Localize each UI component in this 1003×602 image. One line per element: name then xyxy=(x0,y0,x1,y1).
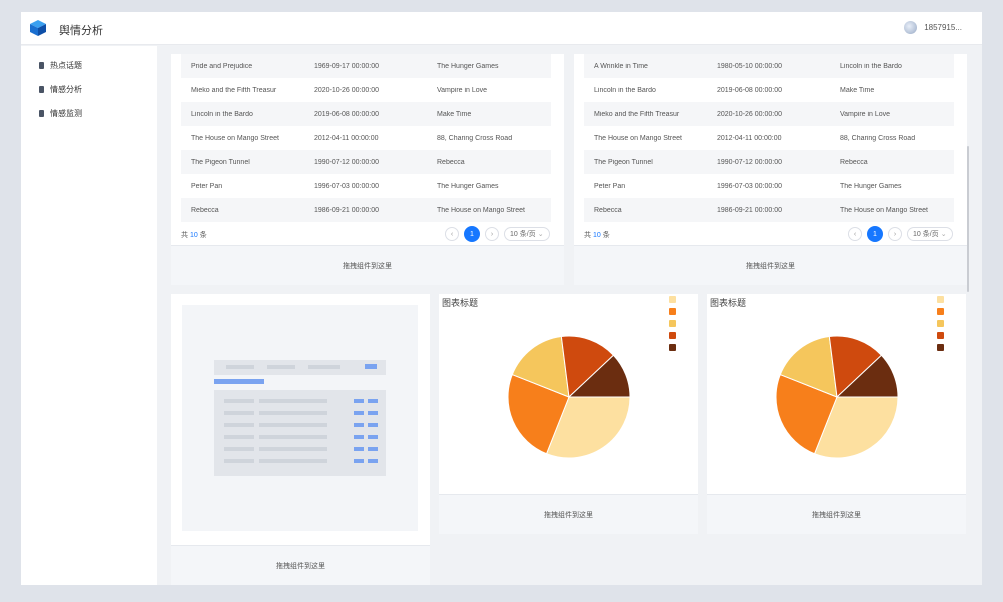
chevron-down-icon: ⌄ xyxy=(940,231,947,238)
data-table: A Wrinkle in Time 1980-05-10 00:00:00 Linc… xyxy=(584,54,954,222)
document-icon xyxy=(39,62,44,69)
pie-slice-0[interactable] xyxy=(813,396,899,459)
legend-swatch[interactable] xyxy=(669,308,676,315)
app-title: 舆情分析 xyxy=(59,25,103,37)
sidebar: 热点话题 情感分析 情感监测 xyxy=(21,46,157,585)
table-row[interactable]: The House on Mango Street 2012-04-11 00:0… xyxy=(594,134,916,142)
next-page-button[interactable]: › xyxy=(888,227,902,241)
page-size-select[interactable]: 10 条/页 ⌄ xyxy=(504,227,550,241)
total-count: 共 10 条 xyxy=(181,232,207,239)
legend-swatch[interactable] xyxy=(937,296,944,303)
drop-zone[interactable]: 拖拽组件到这里 xyxy=(574,245,967,285)
table-row[interactable]: Mieko and the Fifth Treasur 2020-10-26 00… xyxy=(191,86,488,94)
table-row[interactable]: The Pigeon Tunnel 1990-07-12 00:00:00 Rebe… xyxy=(181,150,551,174)
legend-swatch[interactable] xyxy=(937,320,944,327)
legend-swatch[interactable] xyxy=(669,344,676,351)
chevron-right-icon: › xyxy=(893,230,897,238)
table-row[interactable]: Pride and Prejudice 1969-09-17 00:00:00 Th… xyxy=(181,54,551,78)
table-placeholder-icon xyxy=(214,360,386,476)
table-row[interactable]: Lincoln in the Bardo 2019-06-08 00:00:00 M… xyxy=(181,102,551,126)
sidebar-item-label: 情感监测 xyxy=(50,109,82,118)
sidebar-item-sentiment-monitoring[interactable]: 情感监测 xyxy=(39,108,82,119)
chart-title: 图表标题 xyxy=(442,298,479,308)
data-table: Pride and Prejudice 1969-09-17 00:00:00 Th… xyxy=(181,54,551,222)
avatar[interactable] xyxy=(904,21,918,34)
page-size-select[interactable]: 10 条/页 ⌄ xyxy=(907,227,953,241)
chevron-left-icon: ‹ xyxy=(853,230,857,238)
table-row[interactable]: Lincoln in the Bardo 2019-06-08 00:00:00 M… xyxy=(594,86,875,94)
table-row[interactable]: A Wrinkle in Time 1980-05-10 00:00:00 Linc… xyxy=(584,54,954,78)
drop-zone[interactable]: 拖拽组件到这里 xyxy=(707,494,966,534)
table-card-1: Pride and Prejudice 1969-09-17 00:00:00 Th… xyxy=(171,54,564,285)
pagination: ‹ 1 › 10 条/页 ⌄ xyxy=(445,226,550,242)
sidebar-item-hot-topics[interactable]: 热点话题 xyxy=(39,60,82,71)
table-row[interactable]: The Pigeon Tunnel 1990-07-12 00:00:00 Rebe… xyxy=(584,150,954,174)
table-row[interactable]: Mieko and the Fifth Treasur 2020-10-26 00… xyxy=(584,102,954,126)
page-1-button[interactable]: 1 xyxy=(464,226,480,242)
prev-page-button[interactable]: ‹ xyxy=(445,227,459,241)
legend-swatch[interactable] xyxy=(669,296,676,303)
chart-title: 图表标题 xyxy=(710,298,747,308)
placeholder-card: 拖拽组件到这里 xyxy=(171,294,430,585)
pie-chart[interactable] xyxy=(439,294,698,494)
pie-slice-4[interactable] xyxy=(567,354,631,398)
user-name: 1857915... xyxy=(924,23,962,32)
chart-legend[interactable] xyxy=(669,296,676,356)
chevron-left-icon: ‹ xyxy=(450,230,454,238)
pie-chart-card-1: 图表标题 拖拽组件到这里 xyxy=(439,294,698,534)
sidebar-item-label: 情感分析 xyxy=(50,85,82,94)
app-window: 舆情分析 1857915... 热点话题 情感分析 情感监测 Pride and… xyxy=(21,12,982,585)
chart-legend[interactable] xyxy=(937,296,944,356)
pie-slice-2[interactable] xyxy=(779,335,838,398)
pie-slice-3[interactable] xyxy=(560,335,615,399)
app-logo-icon[interactable] xyxy=(29,19,47,37)
pie-slice-1[interactable] xyxy=(507,373,570,455)
sidebar-item-label: 热点话题 xyxy=(50,61,82,70)
pie-slice-4[interactable] xyxy=(835,354,899,398)
legend-swatch[interactable] xyxy=(937,332,944,339)
pagination: ‹ 1 › 10 条/页 ⌄ xyxy=(848,226,953,242)
drop-zone[interactable]: 拖拽组件到这里 xyxy=(171,545,430,585)
pie-slice-0[interactable] xyxy=(545,396,631,459)
user-menu[interactable]: 1857915... xyxy=(904,21,962,34)
top-bar: 舆情分析 1857915... xyxy=(21,12,982,45)
chevron-down-icon: ⌄ xyxy=(537,231,544,238)
table-card-2: A Wrinkle in Time 1980-05-10 00:00:00 Linc… xyxy=(574,54,967,285)
next-page-button[interactable]: › xyxy=(485,227,499,241)
table-row[interactable]: The House on Mango Street 2012-04-11 00:0… xyxy=(191,134,513,142)
pie-slice-3[interactable] xyxy=(828,335,883,399)
document-icon xyxy=(39,86,44,93)
pie-chart[interactable] xyxy=(707,294,966,494)
document-icon xyxy=(39,110,44,117)
pie-slice-2[interactable] xyxy=(511,335,570,398)
scrollbar[interactable] xyxy=(967,146,969,292)
page-1-button[interactable]: 1 xyxy=(867,226,883,242)
pie-chart-card-2: 图表标题 拖拽组件到这里 xyxy=(707,294,966,534)
table-row[interactable]: Rebecca 1986-09-21 00:00:00 The House on M… xyxy=(181,198,551,222)
total-count: 共 10 条 xyxy=(584,232,610,239)
legend-swatch[interactable] xyxy=(669,320,676,327)
legend-swatch[interactable] xyxy=(937,344,944,351)
legend-swatch[interactable] xyxy=(937,308,944,315)
prev-page-button[interactable]: ‹ xyxy=(848,227,862,241)
table-placeholder-illustration xyxy=(182,305,418,531)
table-row[interactable]: Peter Pan 1996-07-03 00:00:00 The Hunger G… xyxy=(191,182,499,190)
table-row[interactable]: Peter Pan 1996-07-03 00:00:00 The Hunger G… xyxy=(594,182,902,190)
chevron-right-icon: › xyxy=(490,230,494,238)
drop-zone[interactable]: 拖拽组件到这里 xyxy=(171,245,564,285)
legend-swatch[interactable] xyxy=(669,332,676,339)
drop-zone[interactable]: 拖拽组件到这里 xyxy=(439,494,698,534)
sidebar-item-sentiment-analysis[interactable]: 情感分析 xyxy=(39,84,82,95)
table-row[interactable]: Rebecca 1986-09-21 00:00:00 The House on M… xyxy=(584,198,954,222)
pie-slice-1[interactable] xyxy=(775,373,838,455)
